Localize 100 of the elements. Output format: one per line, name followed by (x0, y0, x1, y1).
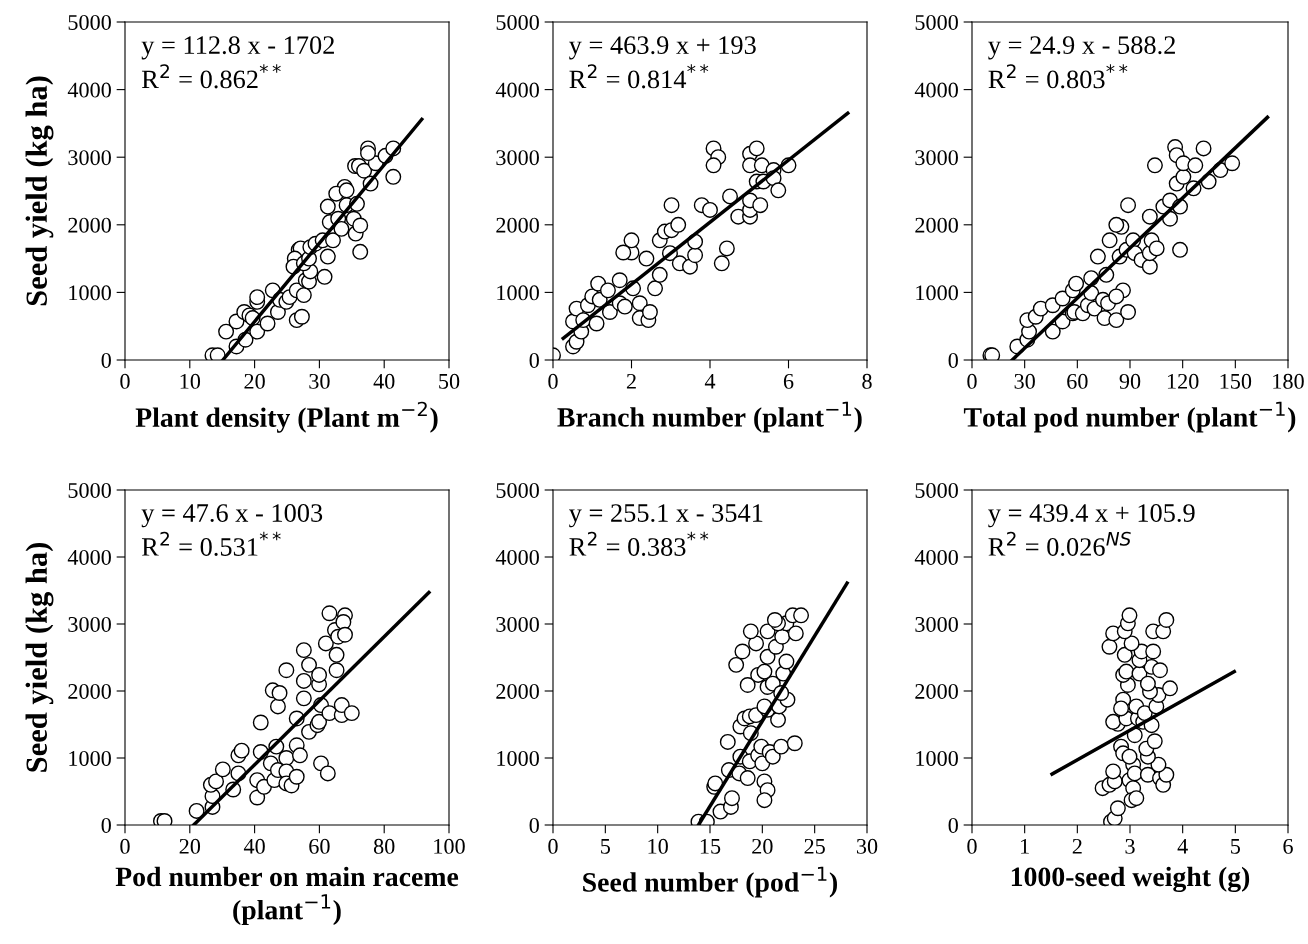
y-tick-label: 0 (948, 352, 958, 368)
point (786, 735, 803, 752)
x-tick-label: 100 (434, 838, 465, 854)
point (233, 742, 250, 759)
y-tick-label: 3000 (68, 150, 111, 166)
point (759, 648, 776, 665)
point (739, 770, 756, 787)
x-tick-label: 0 (967, 838, 977, 854)
x-tick-label: 30 (856, 838, 878, 854)
x-tick-label: 10 (648, 838, 668, 854)
y-axis-title: Seed yield (kg ha) (25, 542, 54, 772)
x-tick-label: 3 (1125, 838, 1135, 854)
point (209, 347, 226, 360)
point (1105, 763, 1122, 780)
point (734, 643, 751, 660)
annotation: y = 463.9 x + 193 (569, 36, 756, 60)
point (311, 713, 328, 730)
point (1128, 790, 1145, 807)
x-tick-label: 0 (548, 373, 558, 389)
point (1121, 607, 1138, 624)
x-tick-label: 0 (548, 838, 558, 854)
annotation: y = 112.8 x - 1702 (141, 36, 334, 60)
x-tick-label: 6 (1283, 838, 1293, 854)
point (778, 653, 795, 670)
x-tick-label: 60 (309, 838, 330, 854)
point (333, 697, 350, 714)
y-tick-label: 4000 (914, 549, 958, 565)
x-tick-label: 5 (1231, 839, 1241, 854)
point (319, 765, 336, 782)
y-tick-label: 3000 (915, 150, 958, 166)
point (288, 768, 305, 785)
y-tick-label: 1000 (69, 285, 111, 301)
y-tick-label: 5000 (496, 482, 539, 498)
x-tick-label: 0 (967, 373, 977, 389)
x-tick-label: 15 (700, 838, 721, 854)
y-tick-label: 5000 (68, 482, 111, 498)
x-axis-title: Seed number (pod$^{−1}$) (583, 866, 838, 898)
point (319, 248, 336, 265)
x-tick-label: 30 (1014, 373, 1035, 389)
point (325, 232, 341, 249)
point (787, 625, 804, 642)
y-axis-title: Seed yield (kg ha) (25, 76, 54, 306)
point (259, 315, 276, 332)
y-tick-label: 2000 (496, 683, 539, 699)
point (328, 646, 345, 663)
point (1116, 646, 1133, 663)
y-tick-label: 3000 (496, 150, 539, 166)
annotation: y = 24.9 x - 588.2 (988, 36, 1175, 60)
point (291, 747, 308, 764)
x-axis-title: Total pod number (plant$^{−1}$) (963, 401, 1296, 433)
point (319, 198, 336, 215)
point (295, 672, 312, 689)
point (356, 162, 373, 179)
point (719, 733, 736, 750)
x-tick-label: 40 (373, 373, 395, 389)
x-tick-label: 80 (373, 838, 395, 854)
point (311, 666, 328, 683)
y-tick-label: 4000 (67, 549, 111, 565)
point (1121, 748, 1138, 765)
y-tick-label: 5000 (915, 14, 958, 30)
point (293, 308, 310, 325)
point (1139, 675, 1156, 692)
point (316, 268, 333, 285)
y-tick-label: 5000 (496, 14, 539, 30)
point (728, 656, 745, 673)
y-tick-label: 1000 (69, 750, 111, 766)
x-tick-label: 30 (309, 373, 330, 389)
point (724, 790, 740, 807)
x-tick-label: 50 (439, 373, 460, 389)
annotation: R$^{2}$ = 0.803$^{**}$ (988, 64, 1128, 89)
point (337, 626, 353, 643)
point (1162, 680, 1179, 697)
x-tick-label: 1 (1021, 838, 1029, 854)
x-tick-label: 5 (601, 839, 611, 854)
y-tick-label: 0 (101, 352, 111, 368)
y-tick-label: 3000 (915, 616, 958, 632)
point (321, 605, 338, 622)
annotation: R$^{2}$ = 0.026$^{NS}$ (988, 531, 1131, 556)
x-tick-label: 10 (180, 373, 201, 389)
x-axis-title: 1000-seed weight (g) (1011, 866, 1250, 893)
y-tick-label: 1000 (916, 285, 958, 301)
x-tick-label: 4 (704, 373, 716, 389)
point (385, 168, 402, 185)
x-axis-title: Pod number on main raceme (plant$^{−1}$) (115, 866, 459, 926)
point (360, 145, 376, 162)
x-tick-label: 90 (1119, 373, 1141, 389)
point (214, 761, 231, 778)
y-tick-label: 0 (529, 352, 539, 368)
annotation: y = 439.4 x + 105.9 (988, 504, 1195, 528)
y-tick-label: 2000 (915, 217, 958, 233)
point (766, 612, 783, 628)
x-axis-title: Branch number (plant$^{−1}$) (557, 401, 862, 433)
y-tick-label: 4000 (495, 82, 539, 98)
point (1123, 635, 1140, 652)
annotation: y = 255.1 x - 3541 (569, 504, 763, 528)
point (742, 623, 759, 640)
x-tick-label: 0 (120, 838, 130, 854)
point (218, 323, 235, 340)
point (1145, 643, 1162, 660)
point (343, 705, 360, 722)
